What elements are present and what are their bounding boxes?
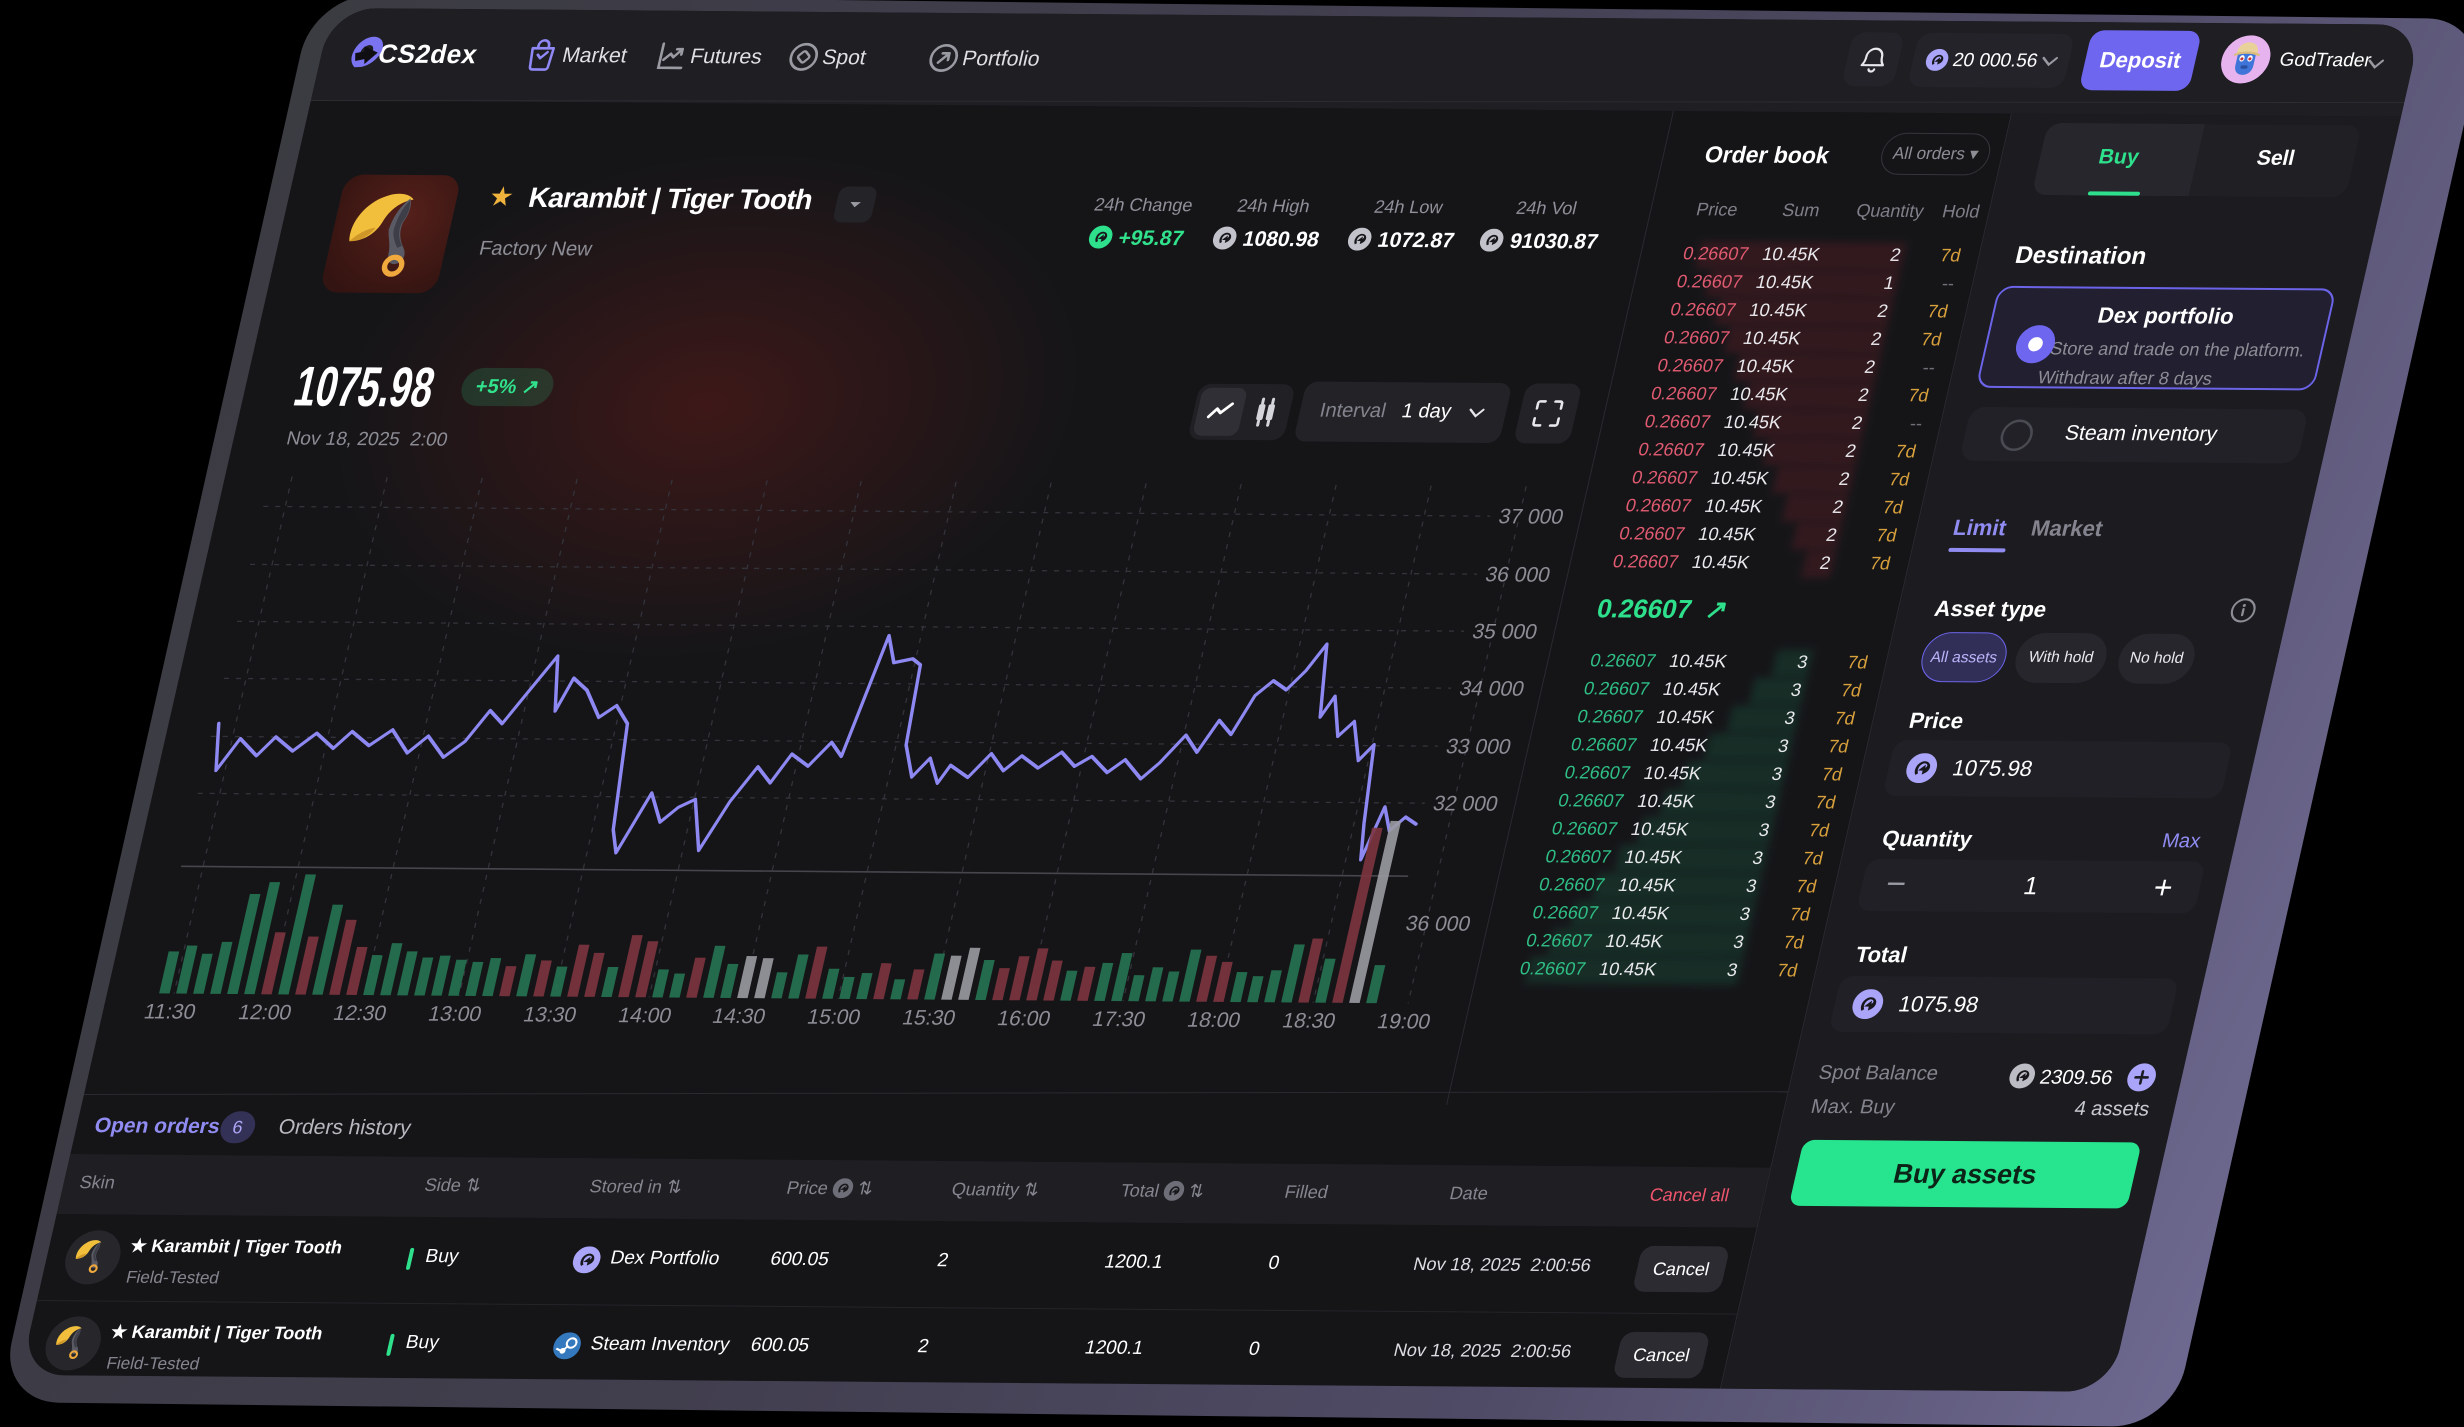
svg-text:17:30: 17:30 [1090, 1007, 1148, 1031]
svg-text:14:00: 14:00 [616, 1003, 674, 1027]
svg-text:18:30: 18:30 [1280, 1009, 1338, 1033]
svg-text:15:30: 15:30 [900, 1006, 958, 1030]
svg-text:37 000: 37 000 [1496, 504, 1566, 528]
svg-text:34 000: 34 000 [1457, 676, 1527, 700]
svg-text:12:00: 12:00 [236, 1000, 294, 1024]
svg-text:18:00: 18:00 [1185, 1008, 1243, 1032]
svg-text:36 000: 36 000 [1483, 562, 1553, 586]
svg-text:11:30: 11:30 [142, 1000, 198, 1024]
svg-text:14:30: 14:30 [710, 1004, 768, 1028]
svg-text:15:00: 15:00 [805, 1005, 863, 1029]
svg-text:32 000: 32 000 [1431, 791, 1501, 815]
svg-text:33 000: 33 000 [1444, 734, 1514, 758]
svg-text:13:00: 13:00 [426, 1002, 484, 1026]
svg-text:12:30: 12:30 [331, 1001, 389, 1025]
svg-text:16:00: 16:00 [995, 1006, 1053, 1030]
svg-text:36 000: 36 000 [1403, 911, 1473, 935]
svg-text:35 000: 35 000 [1470, 619, 1540, 643]
svg-text:13:30: 13:30 [521, 1003, 579, 1027]
svg-text:19:00: 19:00 [1375, 1009, 1433, 1033]
